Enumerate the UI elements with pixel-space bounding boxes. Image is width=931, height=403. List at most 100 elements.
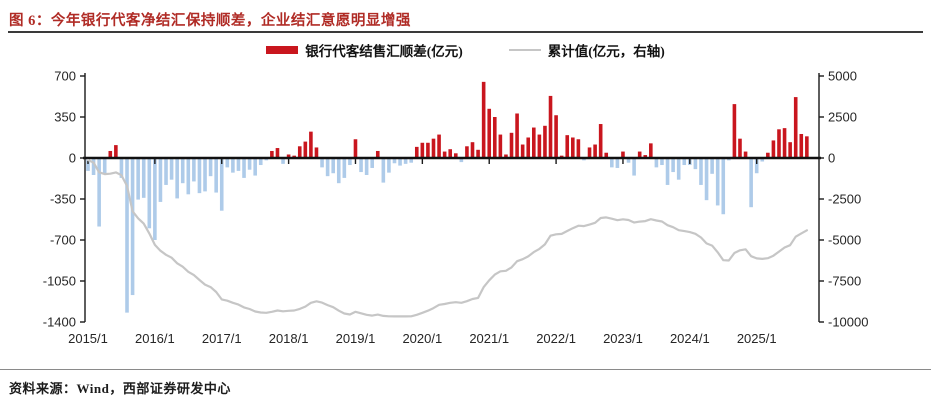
bar <box>270 150 274 158</box>
bar <box>387 158 391 173</box>
bar <box>760 158 765 162</box>
bar <box>715 158 720 206</box>
bar <box>604 152 609 158</box>
bar <box>537 134 542 158</box>
bar <box>621 151 625 158</box>
bar <box>448 149 453 158</box>
bar <box>91 158 96 175</box>
bar <box>359 158 363 173</box>
bar <box>576 139 581 158</box>
bar <box>637 151 642 158</box>
x-tick-label: 2016/1 <box>135 331 175 346</box>
bar <box>258 158 263 166</box>
bar <box>203 158 207 192</box>
bar <box>247 158 252 170</box>
bar <box>526 137 531 158</box>
legend-bar-label: 银行代客结售汇顺差(亿元) <box>305 44 463 59</box>
bar <box>364 158 369 175</box>
x-tick-label: 2019/1 <box>336 331 376 346</box>
bar <box>738 138 742 158</box>
bar <box>147 158 152 229</box>
bar <box>114 145 118 158</box>
bar <box>660 158 664 166</box>
bar <box>766 152 770 158</box>
legend-bar-swatch <box>266 46 299 54</box>
bar <box>426 142 430 158</box>
bar <box>236 158 241 171</box>
bar <box>504 154 508 158</box>
bar <box>437 134 441 158</box>
bar <box>375 150 380 158</box>
left-tick-label: 0 <box>69 151 76 166</box>
left-tick-label: -350 <box>50 192 76 207</box>
bar <box>309 131 313 158</box>
bar <box>481 81 486 158</box>
bar <box>665 158 670 185</box>
bar <box>130 158 135 296</box>
right-tick-label: 5000 <box>828 69 857 84</box>
bar <box>710 158 714 174</box>
x-tick-label: 2020/1 <box>402 331 442 346</box>
bar <box>593 144 597 158</box>
bar <box>543 125 547 158</box>
bar <box>548 95 553 158</box>
left-tick-label: -700 <box>50 233 76 248</box>
bar <box>554 115 558 158</box>
bar <box>420 142 425 158</box>
bar <box>465 146 469 158</box>
x-tick-label: 2018/1 <box>269 331 309 346</box>
right-tick-label: 0 <box>828 151 835 166</box>
bar <box>721 158 726 215</box>
chart-legend: 银行代客结售汇顺差(亿元) 累计值(亿元，右轴) <box>0 40 931 60</box>
bar <box>136 158 140 200</box>
bar <box>532 127 536 158</box>
bar <box>336 158 341 184</box>
bar <box>197 158 202 194</box>
bar <box>125 158 129 313</box>
bar <box>598 124 603 158</box>
legend-item-bars: 银行代客结售汇顺差(亿元) <box>266 40 463 60</box>
bar <box>470 142 475 158</box>
bar <box>102 158 107 174</box>
bar <box>242 158 246 178</box>
bar <box>348 158 352 166</box>
bar <box>275 148 280 158</box>
bar <box>431 138 436 158</box>
bar <box>654 158 659 168</box>
bar <box>97 158 101 227</box>
bar <box>381 158 386 183</box>
left-tick-label: -1400 <box>43 315 76 330</box>
bar <box>180 158 185 184</box>
bar <box>164 158 168 185</box>
bar <box>325 158 330 177</box>
bar <box>676 158 681 180</box>
bar <box>153 158 157 240</box>
bar <box>442 151 447 158</box>
bar <box>314 147 319 158</box>
bar <box>515 113 519 158</box>
bar <box>158 158 163 202</box>
bar <box>175 158 179 199</box>
source-note: 资料来源：Wind，西部证券研发中心 <box>9 381 231 396</box>
bar <box>214 158 218 193</box>
x-tick-label: 2015/1 <box>68 331 108 346</box>
title-divider <box>8 31 923 33</box>
bar <box>610 158 614 168</box>
right-tick-label: -5000 <box>828 233 861 248</box>
bar <box>409 158 414 163</box>
bar <box>453 153 458 158</box>
legend-line-label: 累计值(亿元，右轴) <box>547 44 665 59</box>
bar <box>520 144 525 158</box>
bar <box>331 158 335 174</box>
left-tick-label: -1050 <box>43 274 76 289</box>
bar <box>793 97 798 158</box>
bar <box>286 154 291 158</box>
bar <box>297 146 302 158</box>
left-tick-label: 700 <box>54 69 76 84</box>
x-tick-label: 2023/1 <box>603 331 643 346</box>
bar <box>777 129 781 158</box>
x-tick-label: 2022/1 <box>536 331 576 346</box>
bars-series <box>86 81 809 313</box>
legend-item-line: 累计值(亿元，右轴) <box>508 40 665 60</box>
